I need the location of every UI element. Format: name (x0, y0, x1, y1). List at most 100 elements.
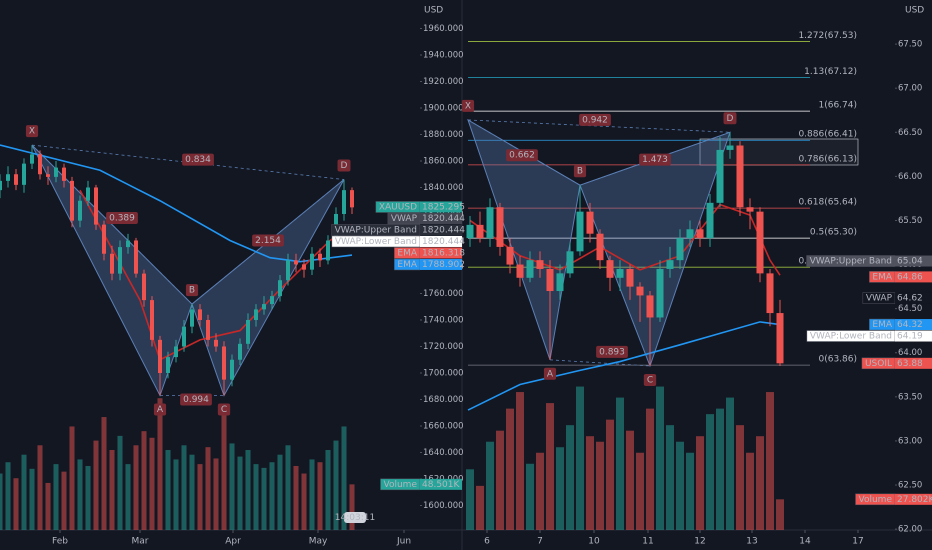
price-tag-value: 1820.444 (422, 214, 465, 224)
candle-body (238, 343, 242, 360)
candle-body (350, 190, 354, 208)
x-tick-label: May (309, 537, 328, 547)
candle-body (134, 240, 138, 274)
x-tick-label: 17 (852, 537, 863, 547)
pattern-point-label-text: D (341, 161, 348, 171)
pattern-ratio-label: 0.994 (180, 393, 212, 406)
pattern-point-label-bg (153, 403, 167, 416)
volume-bar (165, 450, 171, 530)
price-tag: EMA 64.86 (869, 271, 932, 283)
pattern-ratio-label: 0.893 (596, 345, 628, 358)
candle-body (302, 264, 306, 270)
y-tick-label: 62.50 (898, 481, 922, 491)
price-tag-name: EMA (872, 320, 892, 330)
price-tag-name: VWAP:Upper Band (335, 225, 417, 235)
volume-bar (125, 464, 131, 530)
price-tag-value-bg (895, 319, 932, 331)
volume-bar (269, 462, 275, 530)
pattern-point-label: D (723, 112, 737, 125)
volume-bar (766, 392, 774, 530)
price-tag: EMA 1788.902 (394, 258, 465, 271)
x-tick-label: 12 (694, 537, 705, 547)
indicator-line (0, 144, 353, 263)
candle-body (54, 167, 58, 177)
volume-bar (716, 408, 724, 530)
pattern-ratio-label-text: 0.994 (183, 395, 209, 405)
price-tag-name: VWAP (866, 294, 893, 304)
axis-unit: USD (905, 6, 924, 16)
y-tick-label: 64.00 (898, 348, 922, 358)
y-tick-label: 1680.000 (423, 395, 464, 405)
pattern-point-label-bg (217, 403, 231, 416)
price-tag-value-bg (420, 224, 462, 236)
y-tick-label: 1960.000 (423, 24, 464, 34)
pattern-leg (31, 144, 193, 305)
pattern-leg (467, 119, 731, 133)
candle-body (150, 300, 154, 340)
countdown-bg (344, 512, 366, 523)
candle-body (566, 251, 574, 274)
candle-body (94, 187, 98, 225)
volume-bar (309, 459, 315, 530)
pattern-point-label-text: A (547, 369, 554, 379)
candle-body (716, 149, 724, 203)
pattern-point-label-text: X (465, 101, 471, 111)
candle-body (746, 207, 754, 212)
candle-body (294, 260, 298, 265)
candle-body (278, 280, 282, 297)
volume-bar (61, 471, 67, 530)
volume-bar (586, 436, 594, 530)
price-tag-value-bg (895, 330, 932, 342)
pattern-leg (467, 119, 581, 186)
volume-bar (285, 445, 291, 530)
x-tick-label: 6 (484, 537, 490, 547)
pattern-point-label-text: B (189, 286, 195, 296)
price-tag: USOIL 63.88 (861, 357, 932, 370)
y-tick-label: 1660.000 (423, 421, 464, 431)
volume-bar (149, 437, 155, 530)
candle-body (576, 211, 584, 252)
x-tick-label: 7 (537, 537, 543, 547)
price-tag: EMA 64.32 (869, 318, 932, 331)
candle-body (496, 207, 504, 247)
pattern-ratio-label: 0.662 (506, 149, 538, 162)
volume-bar (696, 436, 704, 530)
volume-bar (646, 408, 654, 530)
candle-body (586, 211, 594, 234)
candle-body (190, 309, 194, 327)
candle-body (22, 163, 26, 185)
price-tag-value-bg (895, 271, 932, 283)
price-tag-name: VWAP:Lower Band (810, 332, 892, 342)
volume-bar (45, 482, 51, 530)
volume-bar (636, 452, 644, 530)
price-tag: VWAP:Lower Band 64.19 (806, 330, 932, 342)
volume-bar (576, 386, 584, 530)
pattern-point-label: B (185, 284, 199, 297)
volume-bar (85, 466, 91, 530)
price-tag-value: 1788.902 (422, 260, 465, 270)
volume-bar (656, 386, 664, 530)
candle-body (546, 268, 554, 292)
candle-body (606, 260, 614, 278)
volume-bar (341, 426, 347, 530)
x-tick-label: Apr (225, 537, 241, 547)
volume-bar (157, 398, 163, 530)
volume-bar (261, 467, 267, 530)
pattern-point-label: A (543, 367, 557, 380)
volume-bar (173, 459, 179, 530)
price-tag-value-bg (895, 292, 932, 304)
volume-bar (229, 443, 235, 530)
price-tag-name: XAUUSD (379, 202, 417, 212)
pattern-point-label-text: C (221, 405, 227, 415)
price-tag-value: 1820.444 (422, 225, 465, 235)
price-tag-name: VWAP:Upper Band (810, 257, 892, 267)
price-tag-value-bg (420, 258, 462, 270)
pattern-point-label: X (461, 99, 475, 112)
candle-body (656, 268, 664, 318)
candle-body (536, 260, 544, 269)
candle-body (646, 295, 654, 318)
volume-bar (117, 435, 123, 530)
volume-bar (666, 425, 674, 530)
